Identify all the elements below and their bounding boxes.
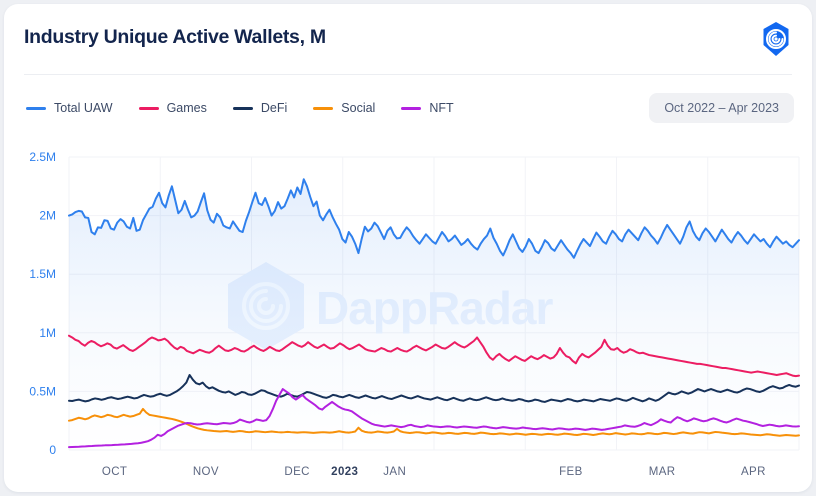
x-axis-tick-label: FEB [559,466,583,478]
card-header: Industry Unique Active Wallets, M [4,4,812,76]
header-divider [24,74,792,75]
chart-card: Industry Unique Active Wallets, M Total … [4,4,812,492]
legend-item-defi[interactable]: DeFi [232,101,288,115]
legend-item-total-uaw[interactable]: Total UAW [26,101,113,115]
legend-item-nft[interactable]: NFT [401,101,454,115]
legend-swatch-games [138,106,159,110]
chart-y-axis-labels: 0 0.5M 1M 1.5M 2M 2.5M [29,150,56,457]
y-axis-tick-label: 2M [39,209,56,223]
series-line-games [68,334,800,378]
series-area-total-uaw [69,179,799,450]
legend-label-defi: DeFi [260,101,288,115]
y-axis-tick-label: 2.5M [29,150,56,164]
series-line-social [68,407,800,437]
x-axis-tick-label: MAR [649,466,676,478]
series-line-defi [68,373,800,403]
series-line-nft [68,388,800,449]
x-axis-year-label: 2023 [331,466,358,478]
y-axis-tick-label: 1M [39,326,56,340]
legend-item-social[interactable]: Social [313,101,375,115]
legend-swatch-nft [401,106,422,110]
legend-label-social: Social [341,101,376,115]
legend-swatch-defi [232,106,253,110]
x-axis-tick-label: NOV [193,466,219,478]
chart-series [68,178,800,450]
legend-item-games[interactable]: Games [138,101,207,115]
chart-x-axis-labels: OCT NOV DEC 2023 JAN FEB MAR APR [102,466,766,478]
x-axis-tick-label: OCT [102,466,127,478]
page-title: Industry Unique Active Wallets, M [24,26,326,48]
x-axis-tick-label: APR [741,466,766,478]
legend-label-nft: NFT [429,101,454,115]
chart-legend: Total UAW Games DeFi Social NFT [26,98,454,118]
date-range-badge[interactable]: Oct 2022 – Apr 2023 [649,93,794,123]
y-axis-tick-label: 0 [49,443,56,457]
legend-label-total-uaw: Total UAW [54,101,113,115]
y-axis-tick-label: 1.5M [29,267,56,281]
legend-swatch-social [313,106,334,110]
legend-label-games: Games [166,101,207,115]
legend-swatch-total-uaw [26,106,46,110]
x-axis-tick-label: JAN [383,466,406,478]
x-axis-tick-label: DEC [284,466,309,478]
series-line-total-uaw [68,178,800,259]
y-axis-tick-label: 0.5M [29,384,56,398]
dappradar-logo-icon [757,20,795,58]
